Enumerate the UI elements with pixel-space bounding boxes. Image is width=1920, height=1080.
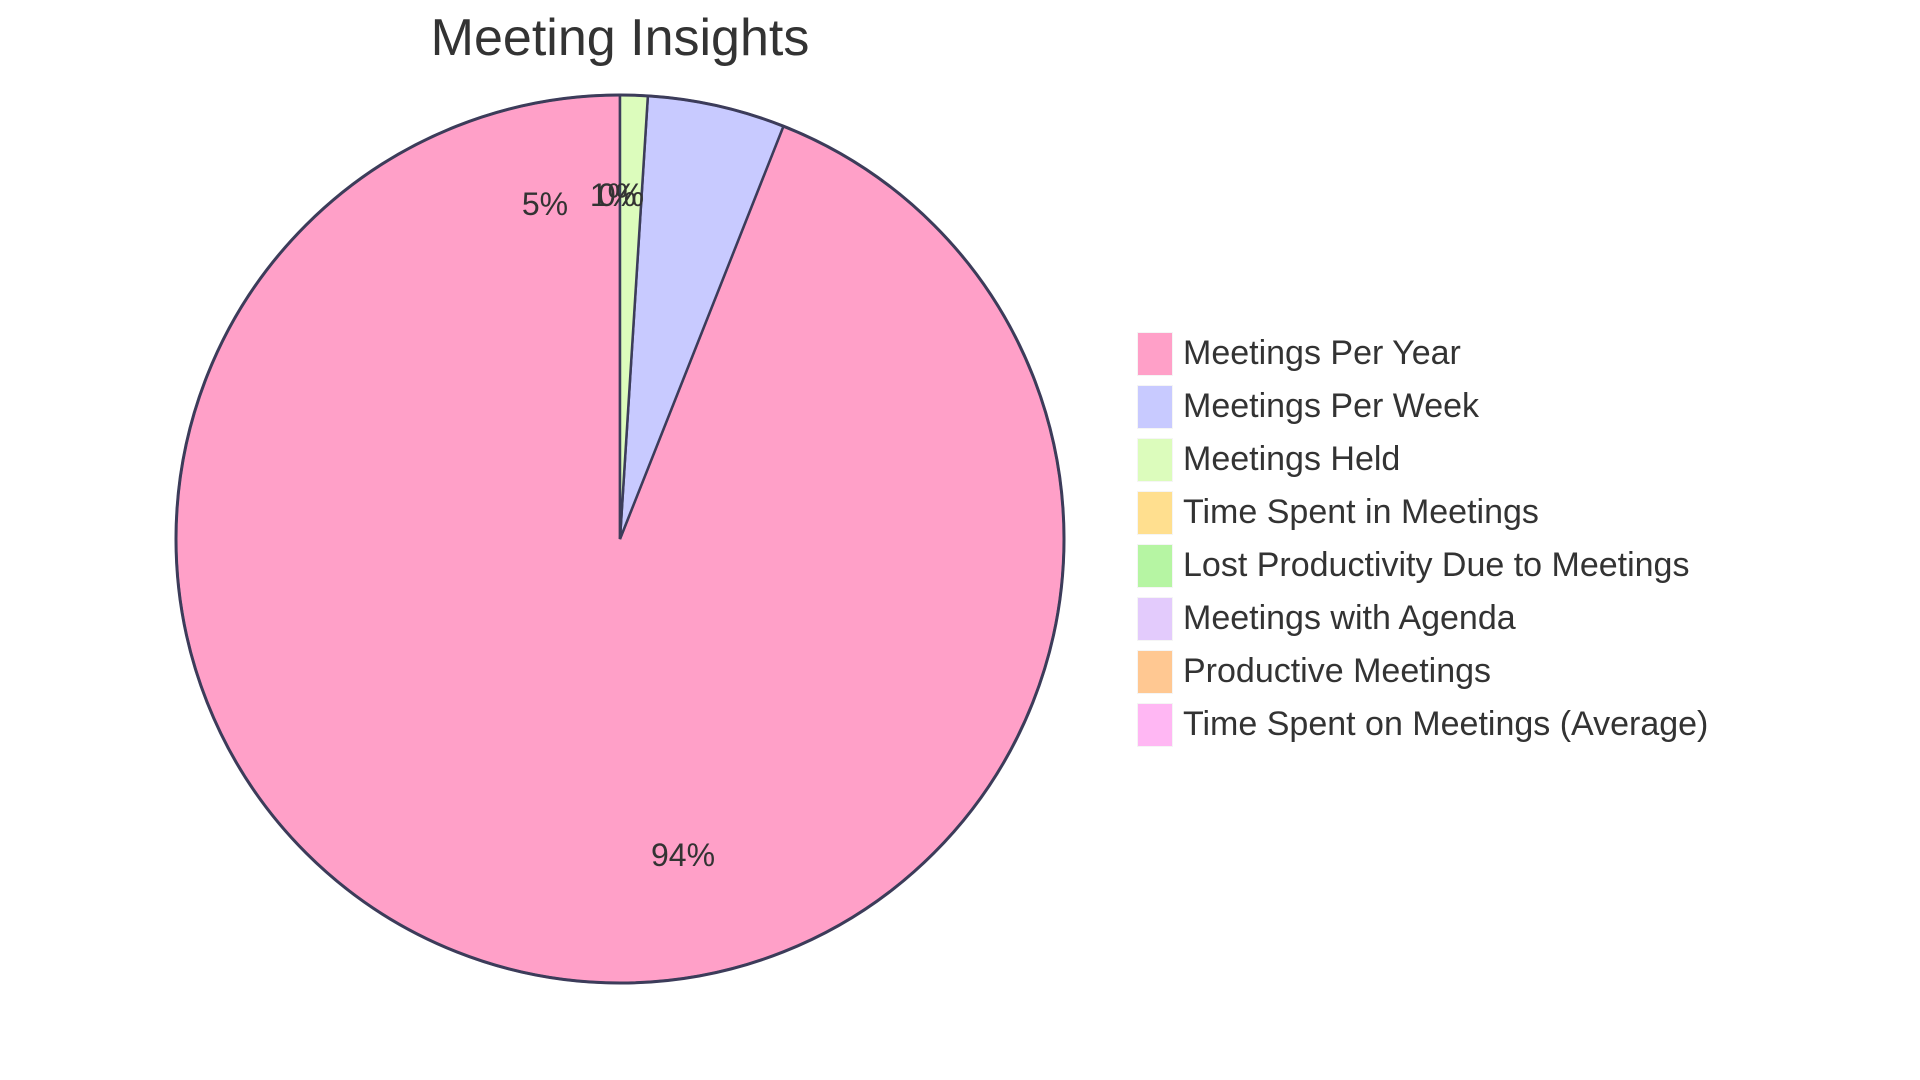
legend-label: Meetings Per Week — [1183, 387, 1480, 425]
slice-label-meetings-held: 1% — [590, 177, 636, 213]
slice-label-meetings-per-week: 5% — [522, 186, 568, 222]
legend-item: Lost Productivity Due to Meetings — [1137, 539, 1708, 592]
legend-label: Meetings with Agenda — [1183, 599, 1516, 637]
legend-swatch — [1137, 384, 1173, 429]
legend-label: Time Spent on Meetings (Average) — [1183, 705, 1709, 743]
legend-label: Time Spent in Meetings — [1183, 493, 1539, 531]
legend-swatch — [1137, 596, 1173, 641]
legend-swatch — [1137, 437, 1173, 482]
pie-outline — [174, 93, 1066, 985]
chart-title: Meeting Insights — [430, 9, 810, 67]
slice-label-zero: 0% — [598, 177, 644, 213]
legend-item: Meetings Per Year — [1137, 327, 1708, 380]
legend-label: Productive Meetings — [1183, 652, 1492, 690]
legend-label: Lost Productivity Due to Meetings — [1183, 546, 1690, 584]
legend-swatch — [1137, 490, 1173, 535]
legend-swatch — [1137, 702, 1173, 747]
legend-swatch — [1137, 543, 1173, 588]
legend-label: Meetings Per Year — [1183, 334, 1461, 372]
legend-item: Time Spent in Meetings — [1137, 486, 1708, 539]
legend-item: Meetings Held — [1137, 433, 1708, 486]
legend-item: Meetings Per Week — [1137, 380, 1708, 433]
legend-swatch — [1137, 331, 1173, 376]
legend-item: Productive Meetings — [1137, 645, 1708, 698]
pie-slices — [174, 93, 1066, 985]
legend-label: Meetings Held — [1183, 440, 1401, 478]
legend: Meetings Per Year Meetings Per Week Meet… — [1137, 327, 1708, 751]
legend-swatch — [1137, 649, 1173, 694]
slice-label-meetings-per-year: 94% — [651, 837, 715, 873]
legend-item: Time Spent on Meetings (Average) — [1137, 698, 1708, 751]
legend-item: Meetings with Agenda — [1137, 592, 1708, 645]
